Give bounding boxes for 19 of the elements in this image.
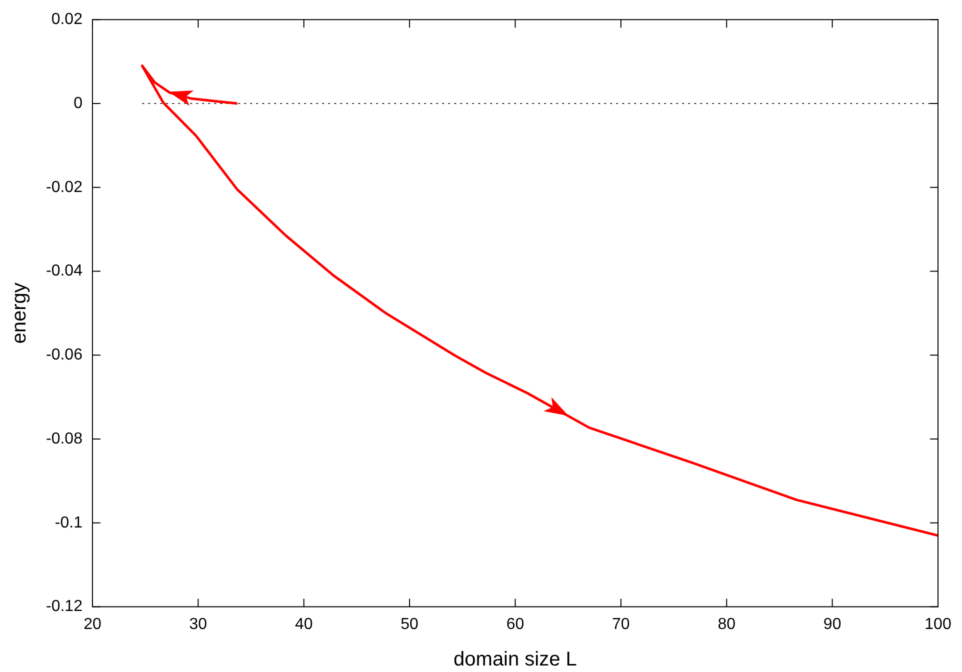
y-tick-label: -0.12 [46, 598, 83, 616]
x-tick-label: 20 [84, 616, 102, 633]
x-axis-title: domain size L [454, 648, 577, 671]
y-tick-label: 0 [74, 94, 83, 112]
y-tick-label: -0.06 [46, 346, 83, 364]
x-tick-label: 80 [718, 616, 736, 633]
y-tick-label: 0.02 [51, 11, 83, 28]
x-tick-label: 50 [400, 616, 419, 633]
y-tick-label: -0.02 [46, 178, 83, 196]
x-tick-label: 70 [612, 616, 630, 633]
y-tick-label: -0.08 [46, 430, 83, 448]
y-axis-title: energy [8, 282, 31, 344]
x-tick-label: 100 [924, 616, 952, 633]
y-tick-label: -0.04 [46, 262, 83, 280]
y-tick-label: -0.1 [54, 514, 83, 532]
x-tick-label: 40 [294, 616, 313, 633]
x-tick-label: 90 [823, 616, 842, 633]
x-tick-label: 60 [506, 616, 524, 633]
x-tick-label: 30 [189, 616, 208, 633]
